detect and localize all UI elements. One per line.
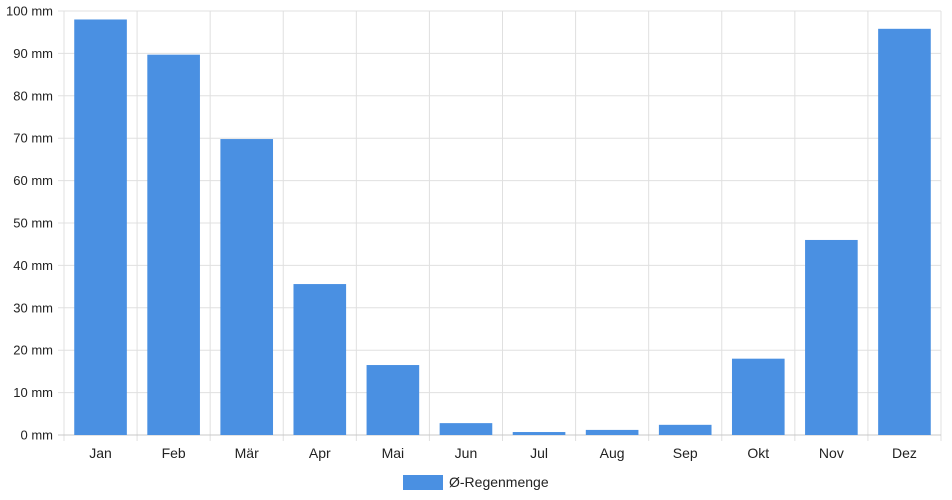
bar — [512, 432, 566, 435]
x-tick-label: Mai — [382, 445, 405, 461]
x-tick-label: Mär — [235, 445, 259, 461]
bar — [293, 284, 347, 435]
bar — [878, 28, 931, 435]
x-tick-label: Dez — [892, 445, 917, 461]
x-tick-label: Feb — [162, 445, 186, 461]
x-tick-label: Sep — [673, 445, 698, 461]
y-tick-label: 50 mm — [13, 216, 53, 231]
bar — [220, 139, 274, 435]
y-tick-label: 20 mm — [13, 343, 53, 358]
legend-label: Ø-Regenmenge — [449, 474, 549, 490]
bar — [147, 54, 200, 436]
bar — [439, 423, 493, 435]
x-tick-label: Okt — [747, 445, 769, 461]
y-tick-label: 70 mm — [13, 131, 53, 146]
rainfall-bar-chart: 0 mm 10 mm 20 mm 30 mm 40 mm 50 mm 60 mm 70 mm 8… — [6, 4, 942, 461]
x-tick-label: Jun — [455, 445, 478, 461]
y-tick-label: 40 mm — [13, 258, 53, 273]
bar — [74, 19, 127, 435]
x-tick-label: Nov — [819, 445, 844, 461]
legend-swatch — [403, 474, 443, 490]
y-tick-label: 10 mm — [13, 385, 53, 400]
x-tick-label: Apr — [309, 445, 331, 461]
bar — [585, 429, 639, 435]
bar — [731, 358, 785, 435]
y-tick-label: 100 mm — [6, 4, 53, 19]
y-tick-label: 90 mm — [13, 46, 53, 61]
bar — [366, 365, 420, 435]
y-tick-label: 60 mm — [13, 173, 53, 188]
x-tick-label: Jan — [89, 445, 112, 461]
y-tick-label: 80 mm — [13, 88, 53, 103]
x-tick-label: Aug — [600, 445, 625, 461]
y-tick-label: 0 mm — [21, 428, 54, 443]
bar — [658, 424, 712, 435]
legend[interactable]: Ø-Regenmenge — [403, 472, 549, 492]
y-tick-label: 30 mm — [13, 300, 53, 315]
bar — [805, 239, 858, 435]
x-tick-label: Jul — [530, 445, 548, 461]
